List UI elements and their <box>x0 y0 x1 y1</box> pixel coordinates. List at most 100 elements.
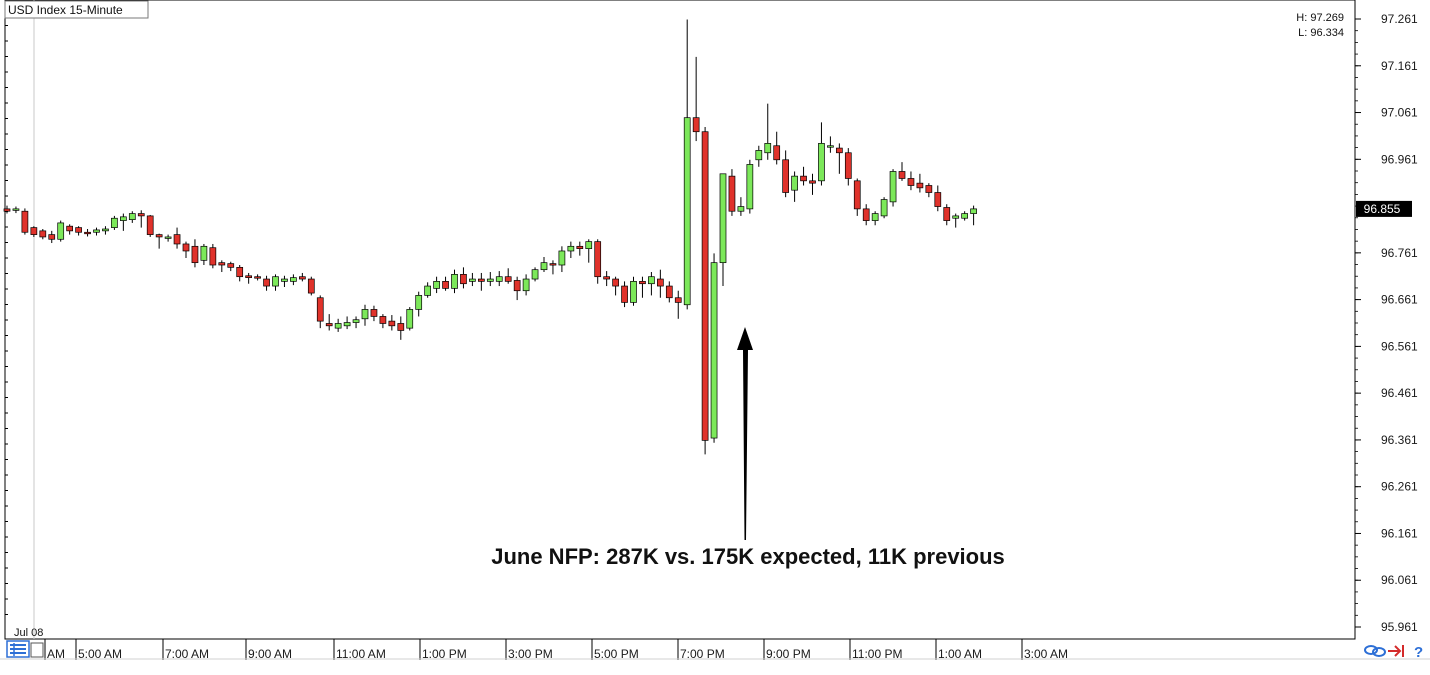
plot-area[interactable] <box>4 0 1356 640</box>
candle <box>630 276 637 306</box>
candle-body <box>93 229 100 233</box>
candle <box>164 234 172 242</box>
candle-body <box>102 228 109 232</box>
candle-body <box>155 234 163 238</box>
candle <box>773 131 781 165</box>
candle <box>791 171 798 202</box>
candle-body <box>209 247 217 266</box>
candle-body <box>656 278 664 287</box>
grid-list-icon[interactable] <box>6 640 30 658</box>
candle <box>531 267 539 282</box>
candle <box>916 173 924 193</box>
help-icon[interactable]: ? <box>1414 644 1423 661</box>
candle <box>755 145 763 167</box>
time-axis[interactable]: AM 5:00 AM 7:00 AM 9:00 AM 11:00 AM 1:00 PM 3:… <box>44 639 1068 661</box>
candle <box>406 307 414 331</box>
candle-body <box>3 208 11 212</box>
candle-body <box>889 171 897 203</box>
candle <box>800 166 807 186</box>
candle-body <box>710 262 718 439</box>
candle-body <box>30 227 38 235</box>
candle-body <box>370 309 378 317</box>
title-frame <box>4 0 149 19</box>
candle-body <box>862 208 870 221</box>
candle-body <box>844 152 852 179</box>
current-price-tag: 96.855 <box>1356 200 1412 217</box>
candle-body <box>343 322 351 327</box>
candle <box>692 56 700 142</box>
candle-body <box>397 323 405 331</box>
candle-body <box>433 281 440 289</box>
candle-body <box>84 231 91 235</box>
candle-body <box>442 281 449 289</box>
candle-body <box>388 320 396 327</box>
candle-body <box>719 173 727 264</box>
candle <box>621 281 628 308</box>
candle <box>433 276 440 294</box>
candle-body <box>764 143 772 154</box>
candle <box>209 243 217 269</box>
candle <box>307 276 315 296</box>
candle <box>469 272 476 287</box>
candle-body <box>478 278 485 282</box>
candle <box>3 205 11 214</box>
candle <box>12 206 20 214</box>
candle <box>522 274 530 296</box>
candle <box>603 271 611 287</box>
candle <box>710 253 718 443</box>
candle <box>200 243 208 266</box>
candle <box>504 268 512 284</box>
y-tick-label: 95.961 <box>1381 620 1418 634</box>
candle-body <box>818 143 825 182</box>
candle-body <box>325 323 333 327</box>
candle <box>871 211 879 226</box>
y-tick-label: 96.261 <box>1381 480 1418 494</box>
candle <box>84 228 91 237</box>
scroll-box[interactable] <box>30 642 44 658</box>
candle-body <box>925 185 933 193</box>
candle <box>665 281 673 303</box>
candle-body <box>585 241 593 249</box>
candle <box>656 269 664 298</box>
candle <box>478 272 485 291</box>
candle-body <box>603 276 611 280</box>
candle <box>343 316 351 330</box>
candle <box>809 173 816 195</box>
candle-body <box>701 131 709 441</box>
x-tick-label: 9:00 AM <box>248 647 292 661</box>
arrow-to-edge-icon[interactable] <box>1388 645 1404 657</box>
candle-body <box>907 178 915 186</box>
y-tick-label: 96.461 <box>1381 386 1418 400</box>
candle <box>57 220 65 242</box>
candle-body <box>683 117 691 306</box>
candle-body <box>361 309 369 320</box>
candle-body <box>119 216 127 221</box>
link-icon[interactable] <box>1364 645 1386 657</box>
price-axis[interactable]: 97.261 97.161 97.061 96.961 96.761 96.661 96.5… <box>1355 12 1418 634</box>
candle <box>540 257 548 273</box>
y-tick-label: 96.961 <box>1381 152 1418 166</box>
candle <box>191 239 199 268</box>
candle-body <box>540 262 548 271</box>
x-tick-label: 5:00 PM <box>594 647 639 661</box>
candle-body <box>236 266 244 278</box>
candle-body <box>146 215 154 235</box>
candle-body <box>665 285 673 299</box>
candle <box>137 210 145 228</box>
candle-body <box>164 236 172 239</box>
candle-body <box>791 175 798 191</box>
candle <box>853 178 861 216</box>
high-label: H: 97.269 <box>1296 12 1344 24</box>
candle <box>182 241 190 258</box>
candle <box>594 239 602 284</box>
candle-body <box>504 276 512 282</box>
candle <box>48 230 56 244</box>
y-tick-label: 96.061 <box>1381 573 1418 587</box>
candle-body <box>952 215 960 219</box>
candle-body <box>12 208 20 211</box>
candle-body <box>522 278 530 292</box>
candle <box>486 272 494 287</box>
candle-body <box>639 281 646 285</box>
candle <box>827 136 834 153</box>
